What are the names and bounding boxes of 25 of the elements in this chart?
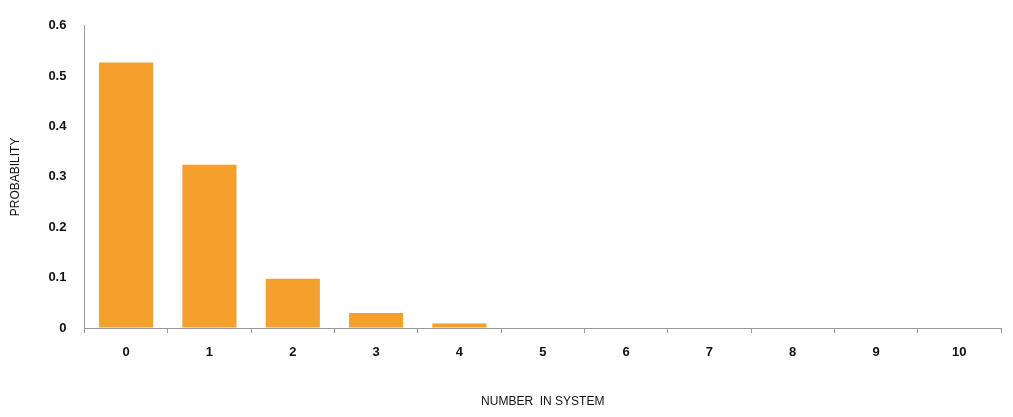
y-tick-label: 0.2: [48, 218, 67, 234]
x-tick-label: 4: [455, 344, 464, 360]
x-tick-label: 7: [705, 344, 713, 360]
bar: [182, 164, 237, 328]
y-tick-label: 0: [59, 319, 67, 335]
bar: [432, 323, 487, 328]
x-tick-label: 1: [205, 344, 214, 360]
y-tick-label: 0.3: [48, 168, 67, 184]
x-tick-label: 0: [122, 344, 130, 360]
y-axis-title: PROBABILITY: [7, 137, 22, 217]
x-tick-label: 9: [872, 344, 880, 360]
x-tick-label: 2: [289, 344, 297, 360]
bar: [99, 62, 154, 328]
y-tick-label: 0.5: [48, 67, 67, 83]
y-tick-label: 0.1: [48, 269, 67, 285]
x-tick-label: 3: [372, 344, 380, 360]
x-tick-label: 8: [789, 344, 797, 360]
y-tick-label: 0.6: [48, 17, 67, 33]
x-tick-label: 6: [622, 344, 630, 360]
bar: [265, 278, 320, 328]
x-tick-label: 10: [952, 344, 967, 360]
x-tick-label: 5: [539, 344, 547, 360]
x-axis-title: NUMBER IN SYSTEM: [481, 394, 605, 409]
y-tick-label: 0.4: [48, 118, 68, 134]
bar: [349, 312, 404, 328]
